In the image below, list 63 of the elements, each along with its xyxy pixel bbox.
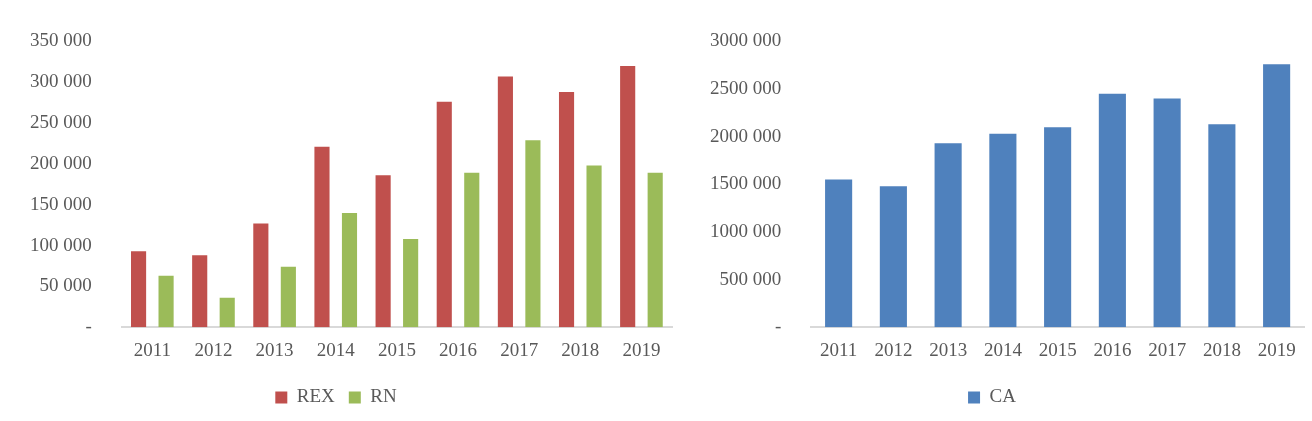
x-tick-label: 2013 xyxy=(255,338,294,360)
x-tick-label: 2017 xyxy=(1148,338,1187,360)
bar xyxy=(253,223,269,328)
x-tick-label: 2012 xyxy=(194,338,233,360)
y-tick-label: 2000 000 xyxy=(710,124,782,146)
x-tick-label: 2014 xyxy=(316,338,356,360)
bar xyxy=(1153,98,1181,328)
y-tick-label: 1500 000 xyxy=(710,172,782,194)
bar xyxy=(375,175,391,328)
bar xyxy=(192,255,208,328)
x-tick-label: 2011 xyxy=(819,338,858,360)
bar xyxy=(620,65,636,328)
y-tick-label: 300 000 xyxy=(30,70,92,92)
bar xyxy=(1263,64,1291,328)
x-tick-label: 2013 xyxy=(929,338,968,360)
y-tick-label: 350 000 xyxy=(30,29,92,51)
bar xyxy=(989,133,1017,328)
legend-label: RN xyxy=(370,385,397,407)
x-tick-label: 2016 xyxy=(1093,338,1132,360)
y-tick-label: 100 000 xyxy=(30,233,92,255)
bar xyxy=(436,101,452,328)
bar xyxy=(558,92,575,328)
bar xyxy=(341,212,358,328)
y-tick-label: 200 000 xyxy=(30,151,92,173)
y-tick-label: - xyxy=(85,315,92,337)
bar xyxy=(280,266,296,328)
x-tick-label: 2015 xyxy=(377,338,416,360)
x-tick-label: 2014 xyxy=(983,338,1023,360)
x-tick-label: 2017 xyxy=(500,338,539,360)
x-tick-label: 2018 xyxy=(561,338,600,360)
x-tick-label: 2019 xyxy=(622,338,661,360)
bar xyxy=(131,251,147,328)
x-tick-label: 2012 xyxy=(874,338,913,360)
y-tick-label: 500 000 xyxy=(719,267,782,289)
bar xyxy=(525,140,541,328)
bar xyxy=(586,165,602,328)
bar xyxy=(497,76,513,328)
bar xyxy=(879,186,907,328)
y-tick-label: 250 000 xyxy=(30,111,92,133)
y-tick-label: 150 000 xyxy=(30,192,92,214)
y-tick-label: 50 000 xyxy=(39,274,92,296)
bar xyxy=(934,143,962,328)
y-tick-label: - xyxy=(774,315,782,337)
bar xyxy=(219,297,235,328)
legend-label: CA xyxy=(989,385,1017,407)
x-tick-label: 2011 xyxy=(133,338,171,360)
y-tick-label: 2500 000 xyxy=(710,77,782,99)
bar xyxy=(403,239,419,328)
bar xyxy=(158,275,174,328)
x-tick-label: 2016 xyxy=(439,338,478,360)
bar xyxy=(1098,93,1126,328)
x-tick-label: 2018 xyxy=(1202,338,1241,360)
legend-label: REX xyxy=(296,385,336,407)
bar xyxy=(647,172,663,328)
y-tick-label: 1000 000 xyxy=(710,219,782,241)
bar xyxy=(1208,124,1236,328)
y-tick-label: 3000 000 xyxy=(710,29,782,51)
bar xyxy=(314,146,330,328)
x-tick-label: 2015 xyxy=(1038,338,1077,360)
x-tick-label: 2019 xyxy=(1257,338,1296,360)
bar xyxy=(825,179,853,328)
bar xyxy=(464,172,480,328)
bar xyxy=(1044,127,1072,328)
